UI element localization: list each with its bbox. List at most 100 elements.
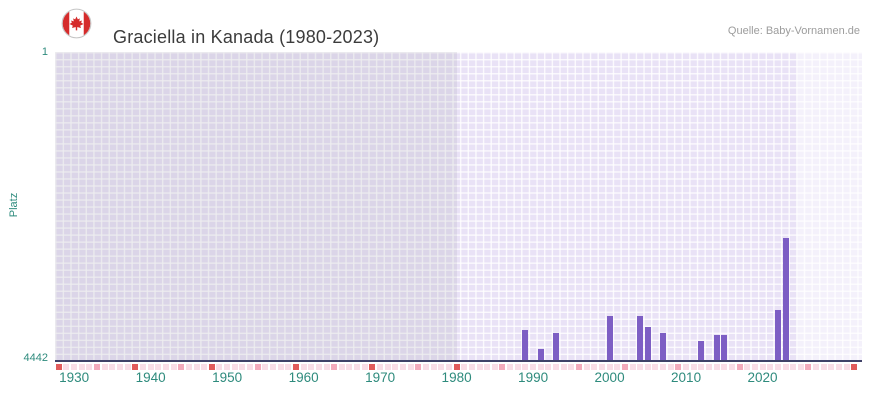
timeline-marker (583, 364, 590, 370)
timeline-marker (759, 364, 766, 370)
rank-bar-2015 (721, 335, 728, 361)
x-axis-tick-2000: 2000 (594, 370, 625, 385)
x-axis-tick-1940: 1940 (135, 370, 166, 385)
timeline-marker (216, 364, 223, 370)
timeline-marker (568, 364, 575, 370)
timeline-marker (507, 364, 514, 370)
post-range-light-region (796, 52, 862, 361)
timeline-marker (836, 364, 843, 370)
timeline-marker (323, 364, 330, 370)
timeline-marker (767, 364, 774, 370)
timeline-marker (254, 364, 261, 370)
timeline-marker (652, 364, 659, 370)
timeline-marker (736, 364, 743, 370)
timeline-marker (300, 364, 307, 370)
timeline-marker (476, 364, 483, 370)
x-axis-tick-1970: 1970 (365, 370, 396, 385)
timeline-marker (285, 364, 292, 370)
timeline-marker (63, 364, 70, 370)
timeline-marker (843, 364, 850, 370)
timeline-marker (660, 364, 667, 370)
x-axis-tick-2020: 2020 (747, 370, 778, 385)
rank-bar-2023 (782, 238, 789, 361)
rank-bar-2022 (774, 310, 781, 361)
timeline-marker (598, 364, 605, 370)
pre-range-dim-region (55, 52, 457, 361)
timeline-marker (71, 364, 78, 370)
timeline-marker (124, 364, 131, 370)
timeline-marker (537, 364, 544, 370)
timeline-marker (86, 364, 93, 370)
rank-bar-2000 (606, 316, 613, 361)
timeline-marker (675, 364, 682, 370)
timeline-marker (377, 364, 384, 370)
x-axis-tick-1980: 1980 (441, 370, 472, 385)
rank-bar-1993 (553, 333, 560, 361)
timeline-marker (430, 364, 437, 370)
timeline-marker (614, 364, 621, 370)
timeline-marker-strip (55, 364, 862, 371)
x-axis-ticks: 1930 1940 1950 1960 1970 1980 1990 2000 2010 2020 (55, 370, 862, 390)
timeline-marker (629, 364, 636, 370)
source-credit: Quelle: Baby-Vornamen.de (727, 25, 860, 37)
timeline-marker (545, 364, 552, 370)
grid-lines (55, 52, 862, 361)
canada-flag-icon (61, 8, 92, 39)
timeline-marker (392, 364, 399, 370)
rank-bar-1991 (537, 349, 544, 361)
timeline-marker (828, 364, 835, 370)
x-axis-tick-1930: 1930 (59, 370, 90, 385)
timeline-marker (422, 364, 429, 370)
rank-bar-2014 (713, 335, 720, 361)
timeline-marker (155, 364, 162, 370)
timeline-marker (338, 364, 345, 370)
timeline-marker (277, 364, 284, 370)
timeline-marker (170, 364, 177, 370)
rank-bar-2007 (660, 333, 667, 361)
timeline-marker (445, 364, 452, 370)
timeline-marker (400, 364, 407, 370)
plot-area (55, 52, 862, 361)
timeline-marker (407, 364, 414, 370)
timeline-marker (713, 364, 720, 370)
rank-bar-2012 (698, 340, 705, 361)
timeline-marker (208, 364, 215, 370)
timeline-marker (117, 364, 124, 370)
y-axis-tick-bottom: 4442 (23, 352, 48, 364)
timeline-marker (162, 364, 169, 370)
timeline-marker (109, 364, 116, 370)
timeline-marker (721, 364, 728, 370)
timeline-marker (147, 364, 154, 370)
bars-layer (55, 52, 862, 361)
timeline-marker (139, 364, 146, 370)
timeline-marker (706, 364, 712, 370)
timeline-marker (813, 364, 820, 370)
timeline-marker (354, 364, 361, 370)
timeline-marker (484, 364, 491, 370)
timeline-marker (683, 364, 690, 370)
timeline-marker (292, 364, 299, 370)
chart-title: Graciella in Kanada (1980-2023) (113, 27, 380, 48)
timeline-marker (438, 364, 445, 370)
timeline-marker (384, 364, 391, 370)
x-axis-tick-1960: 1960 (288, 370, 319, 385)
timeline-marker (193, 364, 200, 370)
timeline-marker (94, 364, 101, 370)
timeline-marker (132, 364, 139, 370)
timeline-marker (178, 364, 185, 370)
timeline-marker (530, 364, 537, 370)
timeline-marker (560, 364, 567, 370)
timeline-marker (667, 364, 674, 370)
timeline-marker (369, 364, 376, 370)
timeline-marker (851, 364, 858, 370)
timeline-marker (201, 364, 208, 370)
timeline-marker (270, 364, 276, 370)
timeline-marker (790, 364, 797, 370)
timeline-marker (606, 364, 613, 370)
timeline-marker (239, 364, 246, 370)
timeline-marker (308, 364, 315, 370)
timeline-marker (224, 364, 231, 370)
timeline-marker (637, 364, 644, 370)
rank-bar-2004 (637, 315, 644, 361)
timeline-marker (461, 364, 468, 370)
